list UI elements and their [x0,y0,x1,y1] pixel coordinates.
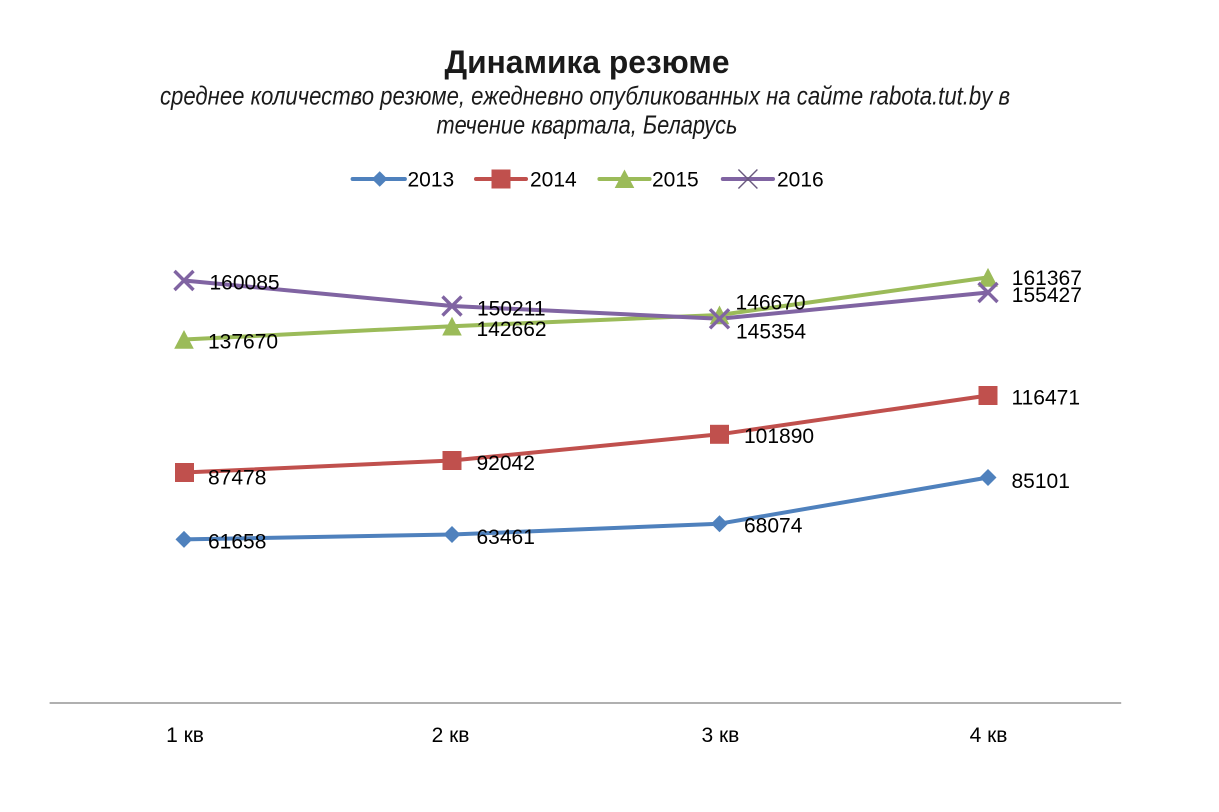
svg-text:2016: 2016 [777,169,824,192]
svg-text:101890: 101890 [744,425,814,448]
svg-text:160085: 160085 [210,272,280,295]
svg-text:161367: 161367 [1012,267,1082,290]
svg-text:2014: 2014 [530,169,577,192]
svg-text:155427: 155427 [1012,284,1082,307]
svg-text:150211: 150211 [477,298,546,321]
svg-text:92042: 92042 [477,452,535,475]
svg-text:85101: 85101 [1012,470,1070,493]
svg-text:142662: 142662 [477,318,547,341]
svg-text:68074: 68074 [744,515,803,538]
svg-text:1 кв: 1 кв [166,724,204,747]
svg-text:Динамика резюме: Динамика резюме [445,44,730,80]
svg-text:течение квартала, Беларусь: течение квартала, Беларусь [437,110,738,140]
svg-text:145354: 145354 [736,320,806,343]
svg-text:среднее количество резюме, еже: среднее количество резюме, ежедневно опу… [160,81,1010,111]
svg-text:63461: 63461 [477,526,535,549]
svg-text:61658: 61658 [208,531,266,554]
svg-text:116471: 116471 [1012,386,1081,409]
svg-text:2013: 2013 [408,169,455,192]
svg-text:2 кв: 2 кв [432,724,470,747]
svg-text:4 кв: 4 кв [970,724,1008,747]
svg-text:137670: 137670 [208,330,278,353]
svg-text:2015: 2015 [652,169,699,192]
svg-text:87478: 87478 [208,467,266,490]
svg-text:3 кв: 3 кв [701,724,739,747]
svg-text:146670: 146670 [736,292,806,315]
